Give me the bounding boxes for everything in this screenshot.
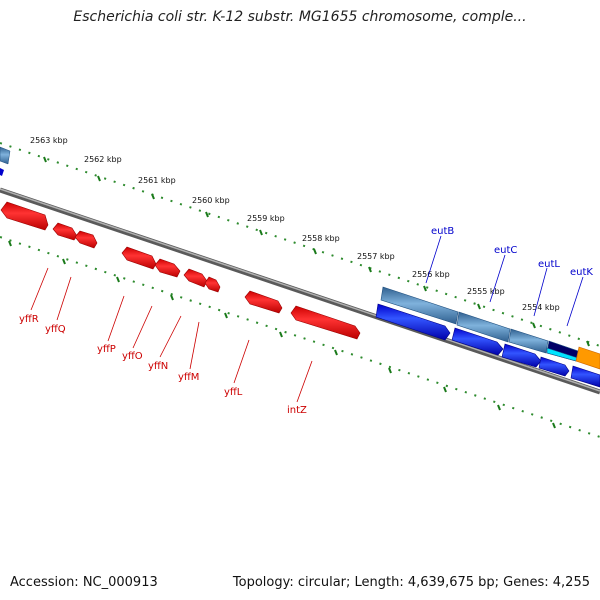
- gene-yffL-b[interactable]: [244, 290, 283, 314]
- gene-yffP[interactable]: [74, 230, 98, 249]
- gene-label-yffQ: yffQ: [45, 324, 66, 335]
- gene-label-eutK: eutK: [570, 267, 593, 278]
- gene-label-intZ: intZ: [287, 405, 307, 416]
- kbp-label: 2558 kbp: [302, 234, 340, 243]
- kbp-label: 2557 kbp: [357, 252, 395, 261]
- forward-label-leaders: [425, 235, 584, 327]
- kbp-label: 2556 kbp: [412, 270, 450, 279]
- gene-yffN[interactable]: [154, 258, 181, 278]
- gene-label-yffP: yffP: [97, 344, 116, 355]
- map-title: Escherichia coli str. K-12 substr. MG165…: [73, 9, 527, 25]
- gene-yffO[interactable]: [121, 246, 157, 270]
- accession-text: Accession: NC_000913: [10, 575, 158, 590]
- kbp-label: 2562 kbp: [84, 155, 122, 164]
- gene-yffR[interactable]: [0, 201, 49, 231]
- gene-eutL-outer[interactable]: [508, 328, 549, 354]
- gene-yffL[interactable]: [204, 276, 221, 293]
- reverse-strand-genes: [0, 201, 361, 340]
- gene-partial-left[interactable]: [0, 146, 11, 176]
- gene-yffQ[interactable]: [52, 222, 78, 241]
- forward-strand-inner: [375, 303, 600, 388]
- gene-label-yffR: yffR: [19, 314, 39, 325]
- gene-eutB[interactable]: [380, 286, 459, 325]
- topology-text: Topology: circular; Length: 4,639,675 bp…: [232, 575, 590, 590]
- gene-blue-4[interactable]: [538, 356, 570, 377]
- chromosome-backbone: [0, 187, 600, 395]
- forward-gene-labels: eutB eutC eutL eutK: [431, 226, 593, 278]
- kbp-label: 2560 kbp: [192, 196, 230, 205]
- reverse-gene-labels: yffR yffQ yffP yffO yffN yffM yffL intZ: [19, 314, 307, 416]
- kbp-label: 2555 kbp: [467, 287, 505, 296]
- gene-orange[interactable]: [575, 346, 600, 370]
- gene-label-yffL: yffL: [224, 387, 243, 398]
- gene-blue-1[interactable]: [375, 303, 451, 341]
- gene-label-yffM: yffM: [178, 372, 199, 383]
- gene-label-eutB: eutB: [431, 226, 454, 237]
- kbp-label: 2554 kbp: [522, 303, 560, 312]
- inner-major-ticks: [8, 240, 556, 429]
- gene-eutC[interactable]: [456, 311, 511, 343]
- gene-intZ[interactable]: [290, 305, 361, 340]
- outer-major-ticks: [43, 156, 590, 347]
- forward-strand-outer: [380, 286, 600, 370]
- kbp-label: 2563 kbp: [30, 136, 68, 145]
- gene-yffM[interactable]: [183, 268, 208, 288]
- gene-blue-5[interactable]: [570, 365, 600, 388]
- gene-blue-2[interactable]: [451, 327, 504, 356]
- gene-blue-3[interactable]: [501, 343, 542, 368]
- gene-label-eutC: eutC: [494, 245, 517, 256]
- gene-label-yffO: yffO: [122, 351, 143, 362]
- reverse-label-leaders: [30, 267, 313, 403]
- kbp-labels: 2563 kbp 2562 kbp 2561 kbp 2560 kbp 2559…: [30, 136, 560, 312]
- kbp-label: 2561 kbp: [138, 176, 176, 185]
- gene-label-yffN: yffN: [148, 361, 168, 372]
- gene-label-eutL: eutL: [538, 259, 560, 270]
- kbp-label: 2559 kbp: [247, 214, 285, 223]
